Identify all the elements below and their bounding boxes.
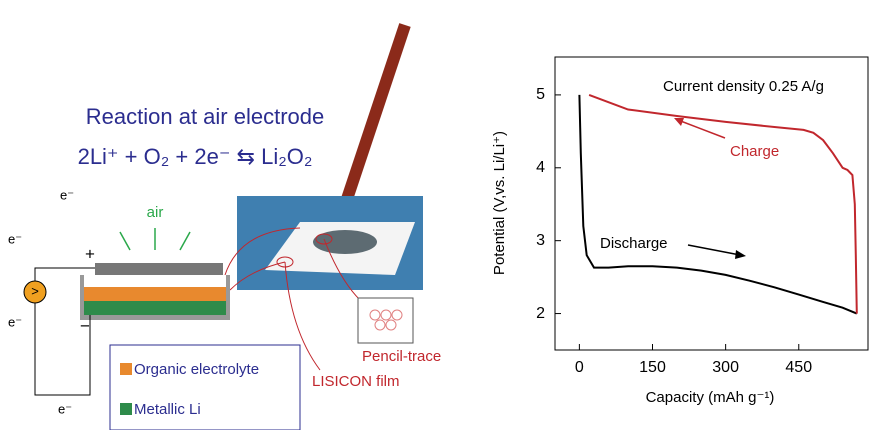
legend-label: Metallic Li: [134, 401, 201, 418]
reaction-title: Reaction at air electrode: [86, 104, 324, 129]
figure: Reaction at air electrode 2Li⁺ + O₂ + 2e…: [0, 0, 870, 430]
charge-arrow: [678, 120, 725, 138]
x-tick-label: 0: [575, 359, 584, 376]
legend-swatch: [120, 363, 132, 375]
annotation: Discharge: [600, 235, 668, 252]
electron-label: e⁻: [58, 401, 72, 416]
legend-swatch: [120, 403, 132, 415]
annotation: Charge: [730, 143, 779, 160]
li-layer: [84, 301, 226, 315]
discharge-arrow: [688, 245, 740, 255]
y-tick-label: 2: [536, 305, 545, 322]
discharge-arrowhead: [735, 250, 746, 259]
legend-label: Organic electrolyte: [134, 361, 259, 378]
x-tick-label: 450: [785, 359, 812, 376]
minus-label: −: [80, 316, 90, 335]
plot-frame: [555, 57, 868, 350]
x-axis-label: Capacity (mAh g⁻¹): [646, 389, 775, 406]
electron-label: e⁻: [60, 187, 74, 202]
lisicon-layer: [84, 275, 226, 287]
plus-label: +: [85, 244, 95, 263]
y-tick-label: 3: [536, 232, 545, 249]
page: Reaction at air electrode 2Li⁺ + O₂ + 2e…: [0, 0, 870, 430]
y-tick-label: 5: [536, 86, 545, 103]
electron-label: e⁻: [8, 314, 22, 329]
series-line: [579, 95, 856, 314]
electrolyte-layer: [84, 287, 226, 301]
air-arrows: [120, 228, 190, 250]
pencil: [345, 25, 405, 205]
reaction-equation: 2Li⁺ + O₂ + 2e⁻ ⇆ Li₂O₂: [78, 144, 313, 169]
air-electrode: [95, 263, 223, 275]
annotation: Current density 0.25 A/g: [663, 78, 824, 95]
x-tick-label: 300: [712, 359, 739, 376]
pencil-trace-label: Pencil-trace: [362, 348, 441, 365]
inset: [358, 298, 413, 343]
series-line: [589, 95, 857, 314]
meter-label: >: [31, 283, 39, 298]
y-tick-label: 4: [536, 159, 545, 176]
charge-arrowhead: [674, 118, 684, 126]
y-axis-label: Potential (V,vs. Li/Li⁺): [491, 131, 508, 275]
x-tick-label: 150: [639, 359, 666, 376]
lisicon-label: LISICON film: [312, 373, 400, 390]
air-label: air: [147, 204, 164, 221]
electron-label: e⁻: [8, 231, 22, 246]
